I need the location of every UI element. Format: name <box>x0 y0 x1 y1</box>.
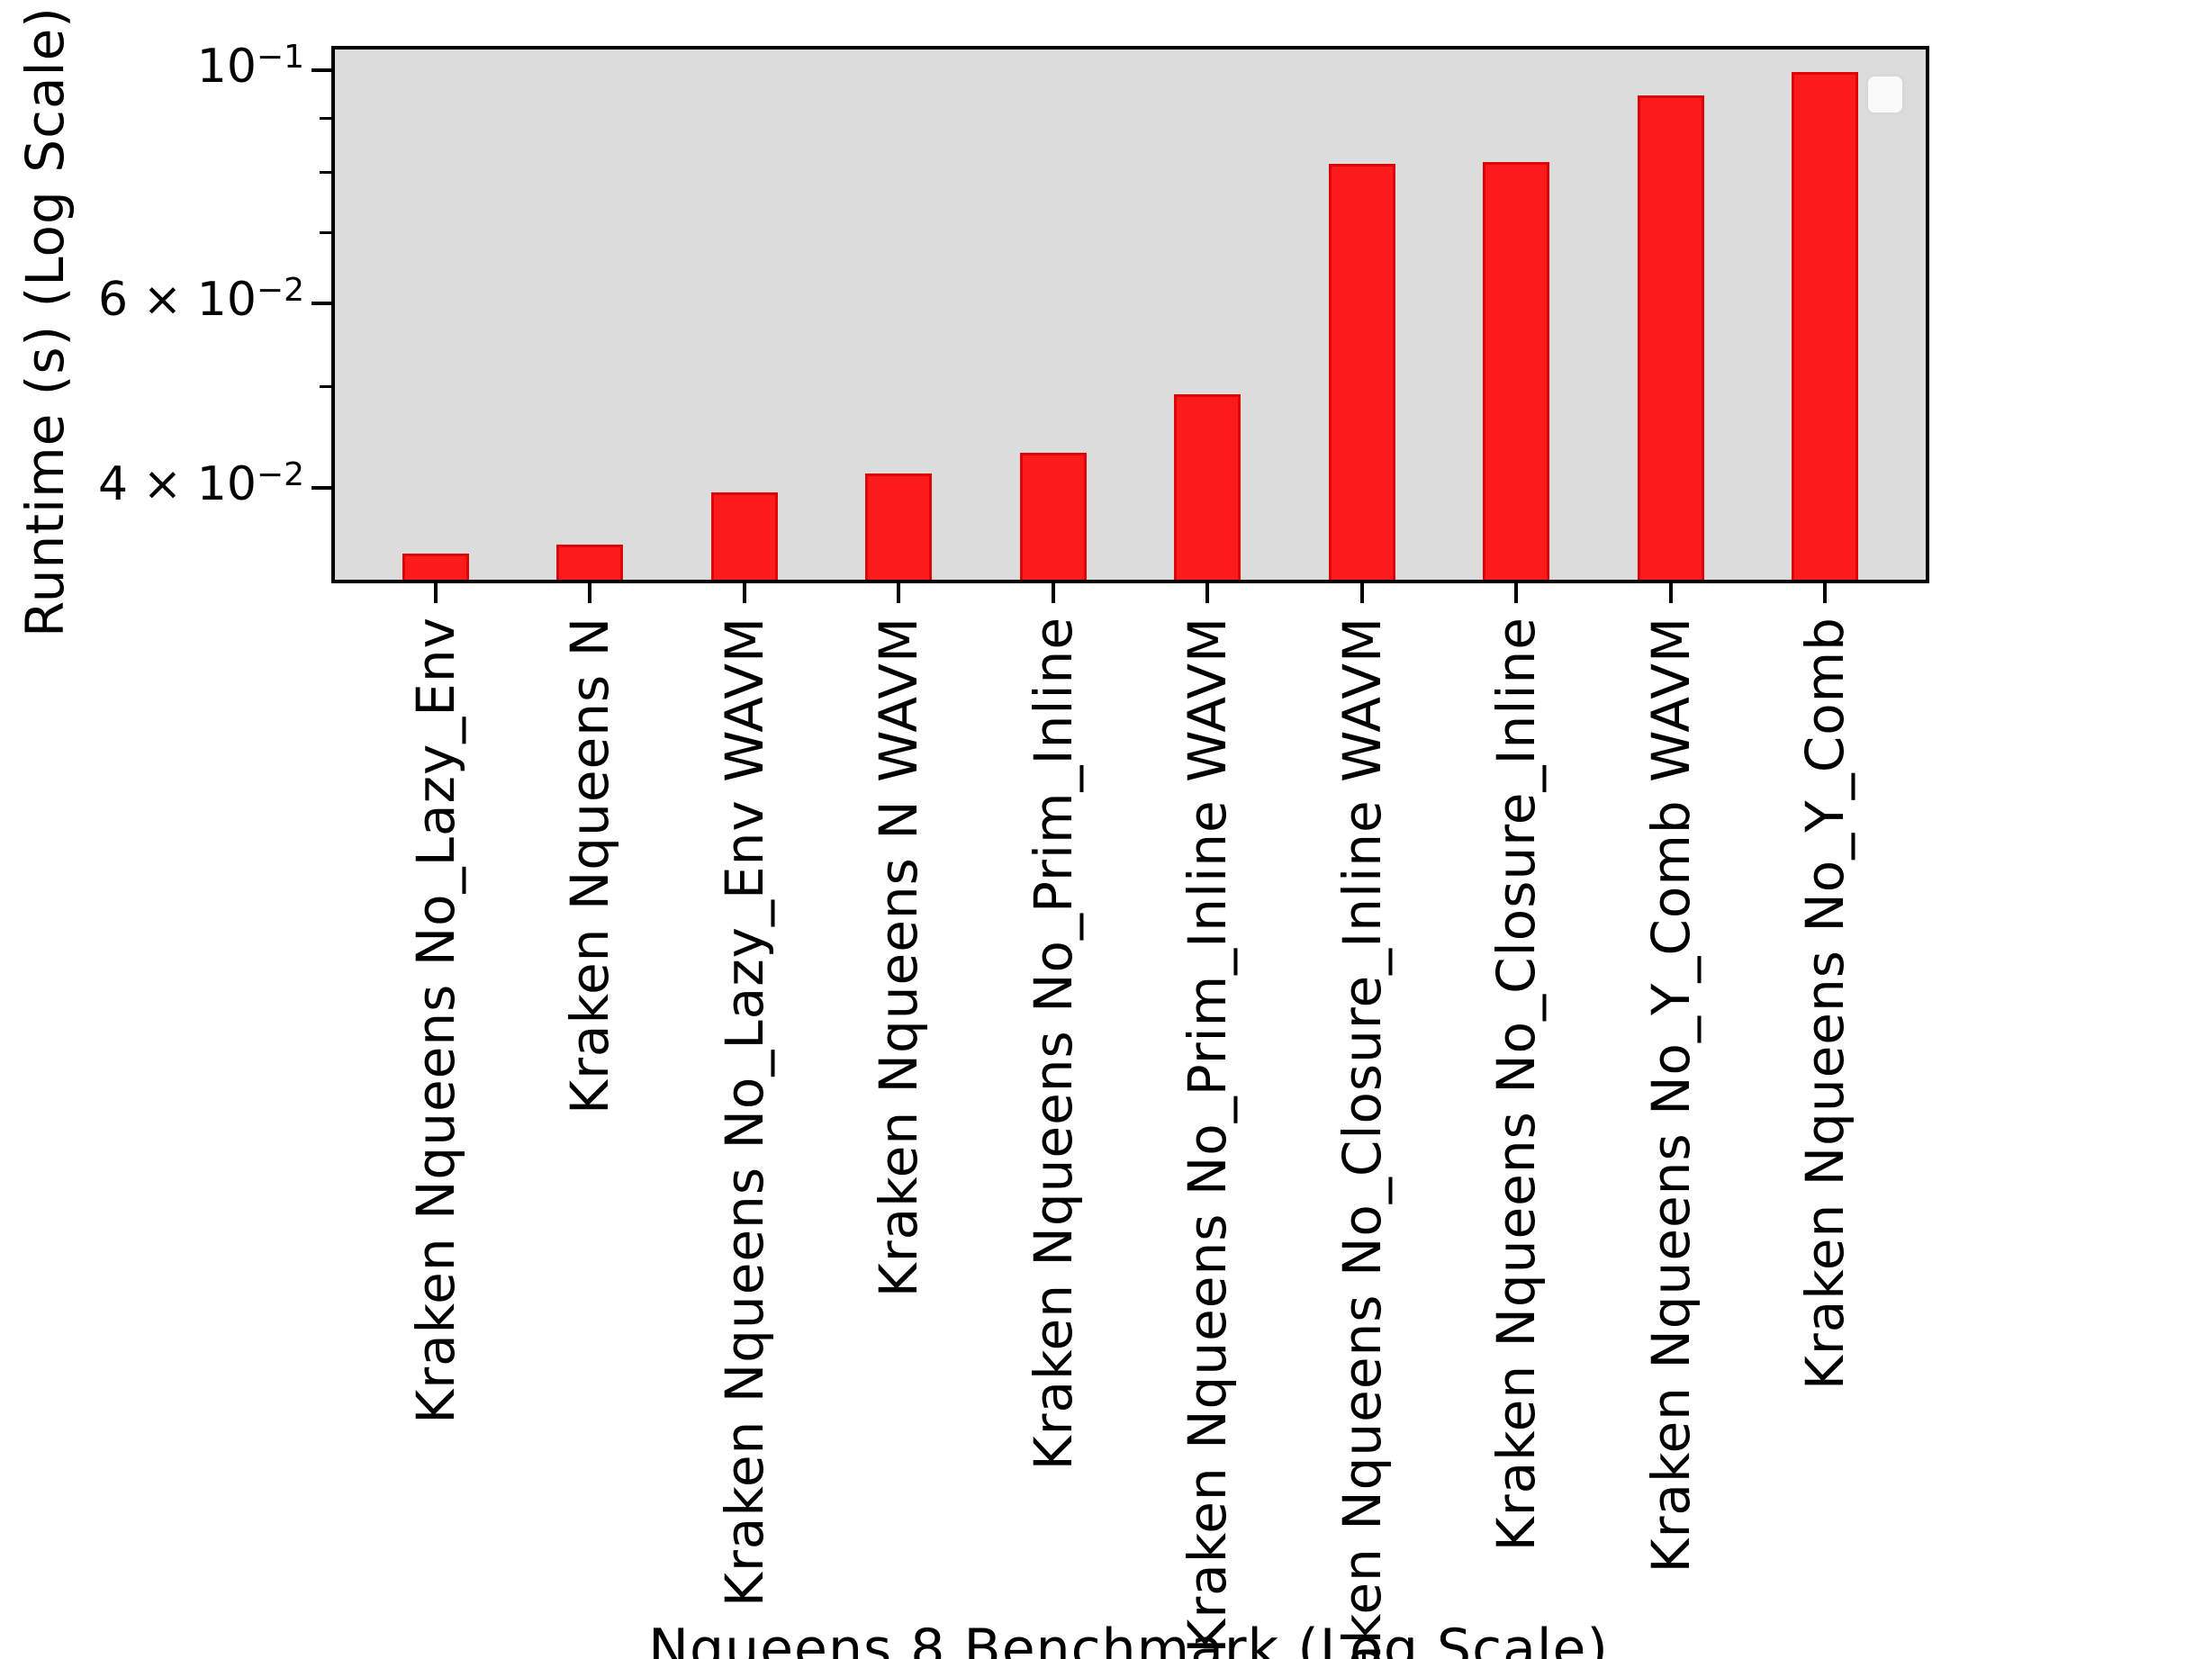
x-tick-label: Kraken Nqueens N WAVM <box>868 617 930 1298</box>
x-tick-label: Kraken Nqueens No_Prim_Inline WAVM <box>1177 617 1239 1654</box>
x-tick <box>1823 583 1828 603</box>
x-tick-label: Kraken Nqueens No_Closure_Inline <box>1485 617 1548 1552</box>
x-tick-label: Kraken Nqueens No_Lazy_Env WAVM <box>713 617 775 1608</box>
x-tick-label: Kraken Nqueens N <box>559 617 621 1114</box>
x-tick <box>742 583 746 603</box>
bar <box>1792 71 1859 580</box>
x-tick-label: Kraken Nqueens No_Closure_Inline WAVM <box>1331 617 1393 1659</box>
bar <box>1483 161 1550 580</box>
bar <box>1328 163 1395 580</box>
legend-box <box>1865 74 1905 115</box>
x-tick <box>897 583 901 603</box>
x-tick <box>433 583 438 603</box>
y-tick-minor <box>320 170 331 174</box>
y-tick-label: 6 × 10−2 <box>0 271 304 329</box>
bar <box>402 554 469 580</box>
x-tick <box>1668 583 1673 603</box>
x-tick <box>588 583 592 603</box>
bar <box>1637 95 1704 580</box>
y-tick <box>311 301 331 305</box>
y-tick <box>311 486 331 490</box>
x-tick <box>1359 583 1364 603</box>
bar <box>1019 453 1087 580</box>
y-tick-label-base: 6 × 10 <box>98 272 257 327</box>
x-tick-label: Kraken Nqueens No_Y_Comb WAVM <box>1639 617 1702 1573</box>
x-tick <box>1514 583 1519 603</box>
y-tick-minor <box>320 384 331 388</box>
bar <box>710 492 778 580</box>
x-tick-label: Kraken Nqueens No_Lazy_Env <box>404 617 466 1424</box>
y-tick-minor <box>320 117 331 121</box>
y-tick-label-base: 10 <box>196 40 257 95</box>
x-tick-label: Kraken Nqueens No_Y_Comb <box>1794 617 1856 1391</box>
x-tick <box>1051 583 1055 603</box>
x-axis-title: Nqueens 8 Benchmark (Log Scale) <box>648 1618 1609 1659</box>
bar <box>1174 394 1241 580</box>
y-tick-label-exponent: −2 <box>256 271 304 309</box>
y-tick-label-exponent: −1 <box>256 39 304 77</box>
y-tick-minor <box>320 231 331 235</box>
y-tick <box>311 68 331 73</box>
y-tick-label: 4 × 10−2 <box>0 455 304 513</box>
x-tick-label: Kraken Nqueens No_Prim_Inline <box>1022 617 1084 1471</box>
bar <box>865 473 933 580</box>
y-tick-label-base: 4 × 10 <box>98 457 257 511</box>
y-axis-title: Runtime (s) (Log Scale) <box>14 6 76 637</box>
y-tick-label: 10−1 <box>0 38 304 95</box>
bar <box>556 545 624 580</box>
x-tick <box>1205 583 1210 603</box>
y-tick-label-exponent: −2 <box>256 455 304 493</box>
